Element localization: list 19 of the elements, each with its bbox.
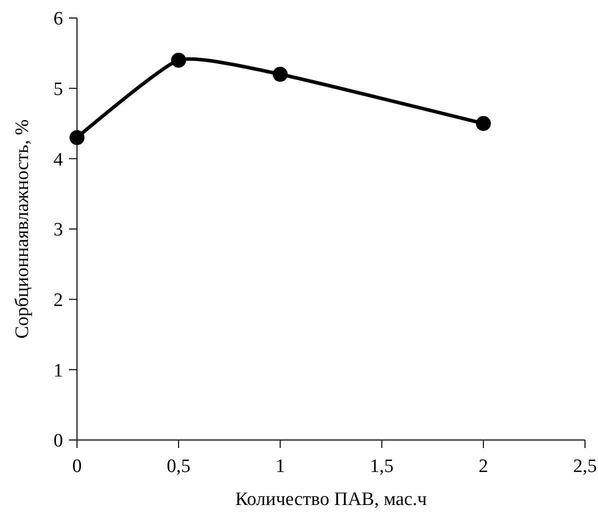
y-tick-label: 5 <box>54 78 63 100</box>
y-axis-title: Сорбционнаявлажность, % <box>12 119 33 339</box>
x-axis-title: Количество ПАВ, мас.ч <box>235 489 428 510</box>
x-tick-label: 2,5 <box>573 456 597 477</box>
point <box>476 116 491 131</box>
y-tick-label: 3 <box>54 220 63 241</box>
x-tick-label: 1,5 <box>370 456 394 477</box>
x-tick-label: 0 <box>72 456 82 477</box>
y-tick-label: 2 <box>54 290 63 311</box>
point <box>272 66 288 82</box>
y-tick-label: 6 <box>54 8 63 30</box>
y-tick-label: 4 <box>54 149 64 170</box>
x-tick-label: 0,5 <box>166 456 190 477</box>
point <box>171 52 186 68</box>
point <box>70 130 84 146</box>
x-tick-label: 1 <box>275 456 285 477</box>
y-tick-label: 1 <box>54 360 63 382</box>
x-tick-label: 2 <box>478 456 488 477</box>
y-tick-label: 0 <box>54 430 63 452</box>
